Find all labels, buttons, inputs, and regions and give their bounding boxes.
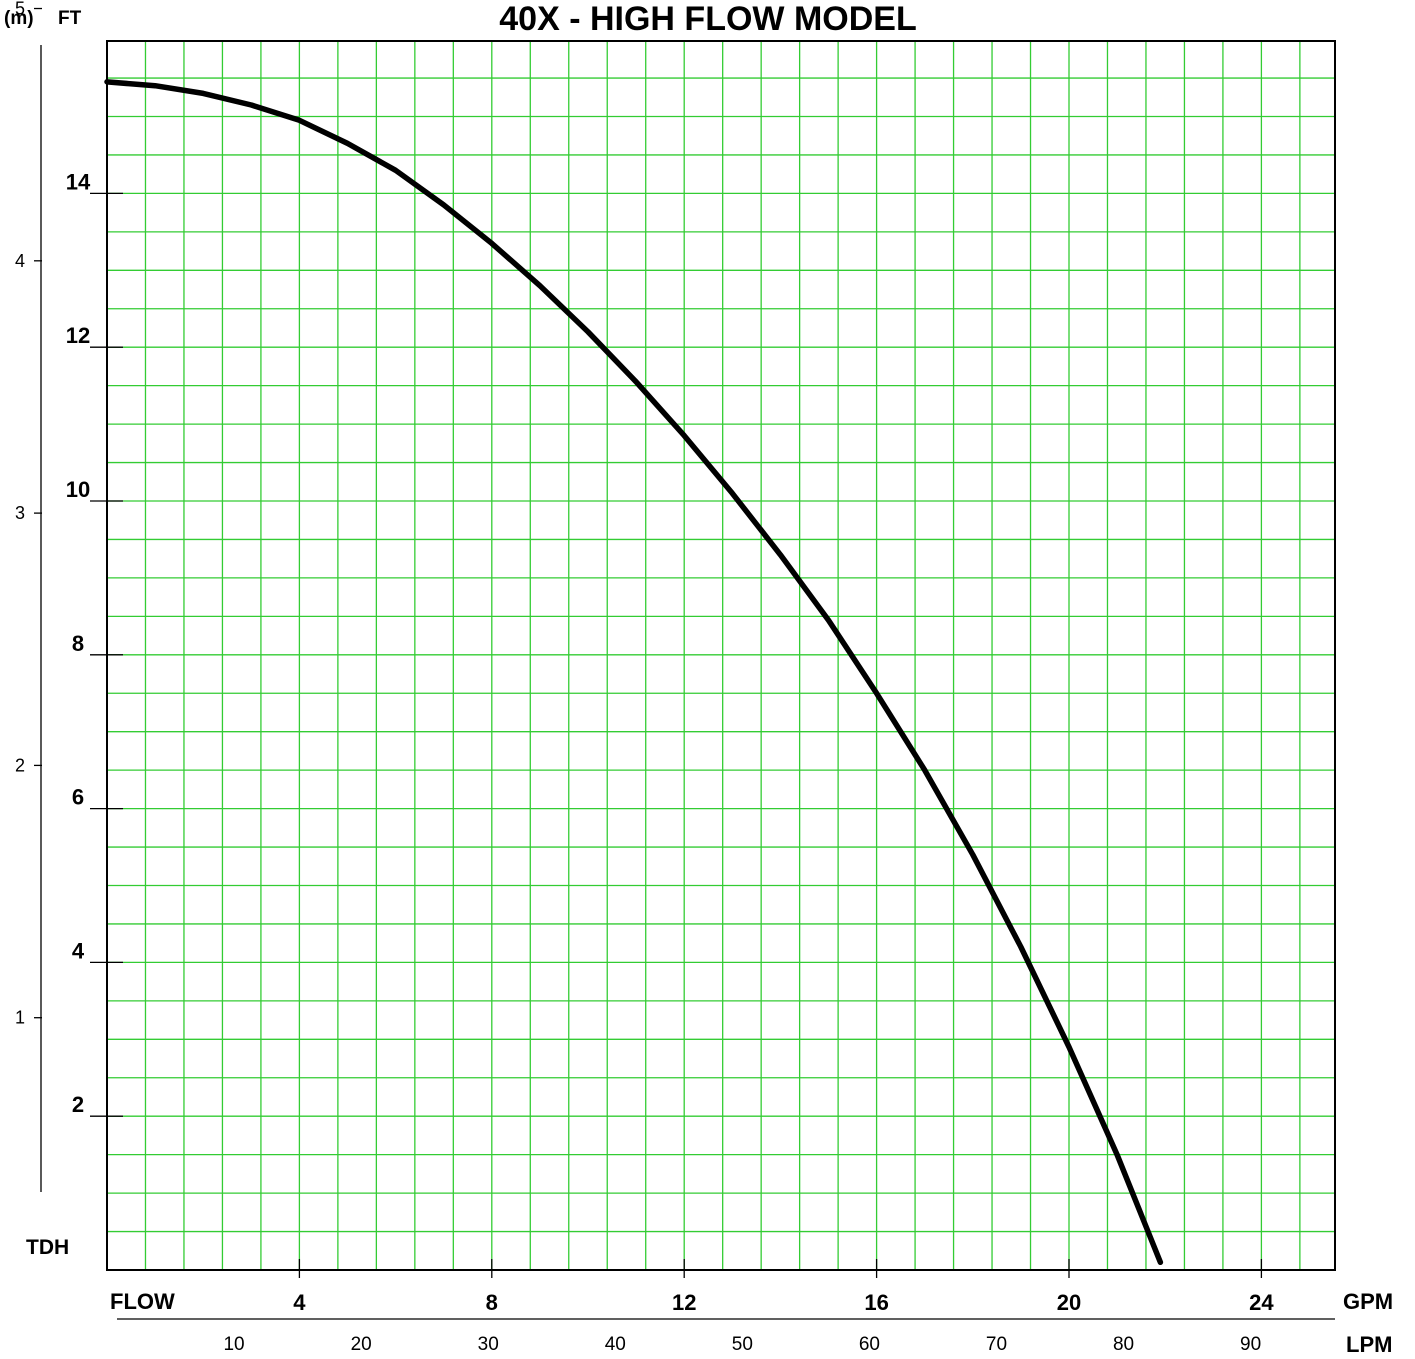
- gpm-tick-label: 8: [486, 1290, 498, 1315]
- ft-tick-label: 12: [66, 323, 90, 348]
- x-unit-lpm: LPM: [1346, 1332, 1392, 1357]
- lpm-tick-label: 70: [986, 1334, 1007, 1355]
- metre-tick-label: 3: [15, 503, 25, 523]
- ft-tick-label: 6: [72, 785, 84, 810]
- lpm-tick-label: 10: [223, 1334, 244, 1355]
- ft-tick-label: 14: [66, 169, 91, 194]
- ft-tick-label: 8: [72, 631, 84, 656]
- lpm-tick-label: 60: [859, 1334, 880, 1355]
- gpm-tick-label: 4: [293, 1290, 306, 1315]
- series: [104, 79, 1164, 1266]
- lpm-tick-label: 90: [1240, 1334, 1261, 1355]
- ft-tick-label: 4: [72, 938, 85, 963]
- ft-tick-label: 10: [66, 477, 90, 502]
- gpm-tick-label: 24: [1249, 1290, 1274, 1315]
- gpm-tick-label: 16: [864, 1290, 888, 1315]
- metre-tick-label: 2: [15, 755, 25, 775]
- x-axis-label: FLOW: [110, 1289, 175, 1314]
- gpm-tick-label: 12: [672, 1290, 696, 1315]
- lpm-tick-label: 50: [732, 1334, 753, 1355]
- metre-tick-label: 1: [15, 1008, 25, 1028]
- chart-title: 40X - HIGH FLOW MODEL: [499, 0, 916, 38]
- grid: [107, 41, 1335, 1270]
- y-unit-metric: (m): [4, 8, 34, 29]
- lpm-tick-label: 20: [351, 1334, 372, 1355]
- lpm-tick-label: 30: [478, 1334, 499, 1355]
- gpm-tick-label: 20: [1057, 1290, 1081, 1315]
- ft-tick-label: 2: [72, 1092, 84, 1117]
- performance-curve: [104, 79, 1164, 1266]
- metre-tick-label: 4: [15, 251, 25, 271]
- metre-tick-label: 5: [15, 0, 25, 19]
- axes: 1234562468101214481216202410203040506070…: [15, 0, 1336, 1355]
- y-axis-label: TDH: [26, 1236, 69, 1259]
- plot-frame: [106, 40, 1336, 1271]
- y-unit-ft: FT: [58, 8, 82, 29]
- x-unit-gpm: GPM: [1343, 1289, 1393, 1314]
- lpm-tick-label: 80: [1113, 1334, 1134, 1355]
- lpm-tick-label: 40: [605, 1334, 626, 1355]
